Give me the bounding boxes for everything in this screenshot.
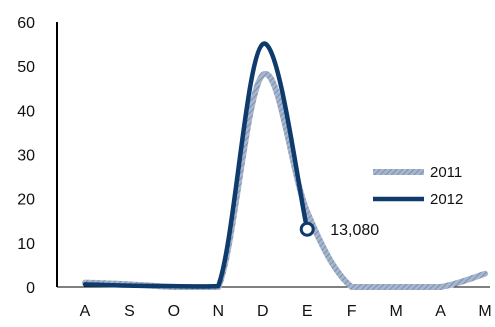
y-tick-label: 60 <box>17 15 35 32</box>
series-layer <box>82 41 488 290</box>
y-tick-label: 0 <box>26 280 35 297</box>
x-tick-label: E <box>302 303 313 320</box>
x-tick-label: A <box>80 303 91 320</box>
x-tick-label: O <box>168 303 180 320</box>
y-tick-label: 20 <box>17 192 35 209</box>
x-tick-label: S <box>124 303 135 320</box>
legend-label-2011: 2011 <box>430 164 462 181</box>
x-tick-label: F <box>347 303 357 320</box>
annotations: 13,080 <box>299 221 379 239</box>
x-tick-label: D <box>257 303 269 320</box>
series-line-2012 <box>82 41 310 289</box>
legend: 2011 2012 <box>373 164 463 208</box>
y-tick-label: 40 <box>17 103 35 120</box>
x-tick-label: M <box>478 303 491 320</box>
x-tick-label: A <box>435 303 446 320</box>
x-tick-label: M <box>389 303 402 320</box>
y-tick-label: 50 <box>17 59 35 76</box>
y-tick-label: 10 <box>17 236 35 253</box>
axes: 0 10 20 30 40 50 60 A S O N D E F M A M <box>17 15 491 320</box>
y-tick-label: 30 <box>17 148 35 165</box>
x-tick-label: N <box>213 303 225 320</box>
annotation-label: 13,080 <box>330 222 379 239</box>
legend-label-2012: 2012 <box>430 191 463 208</box>
annotation-marker <box>299 221 315 237</box>
